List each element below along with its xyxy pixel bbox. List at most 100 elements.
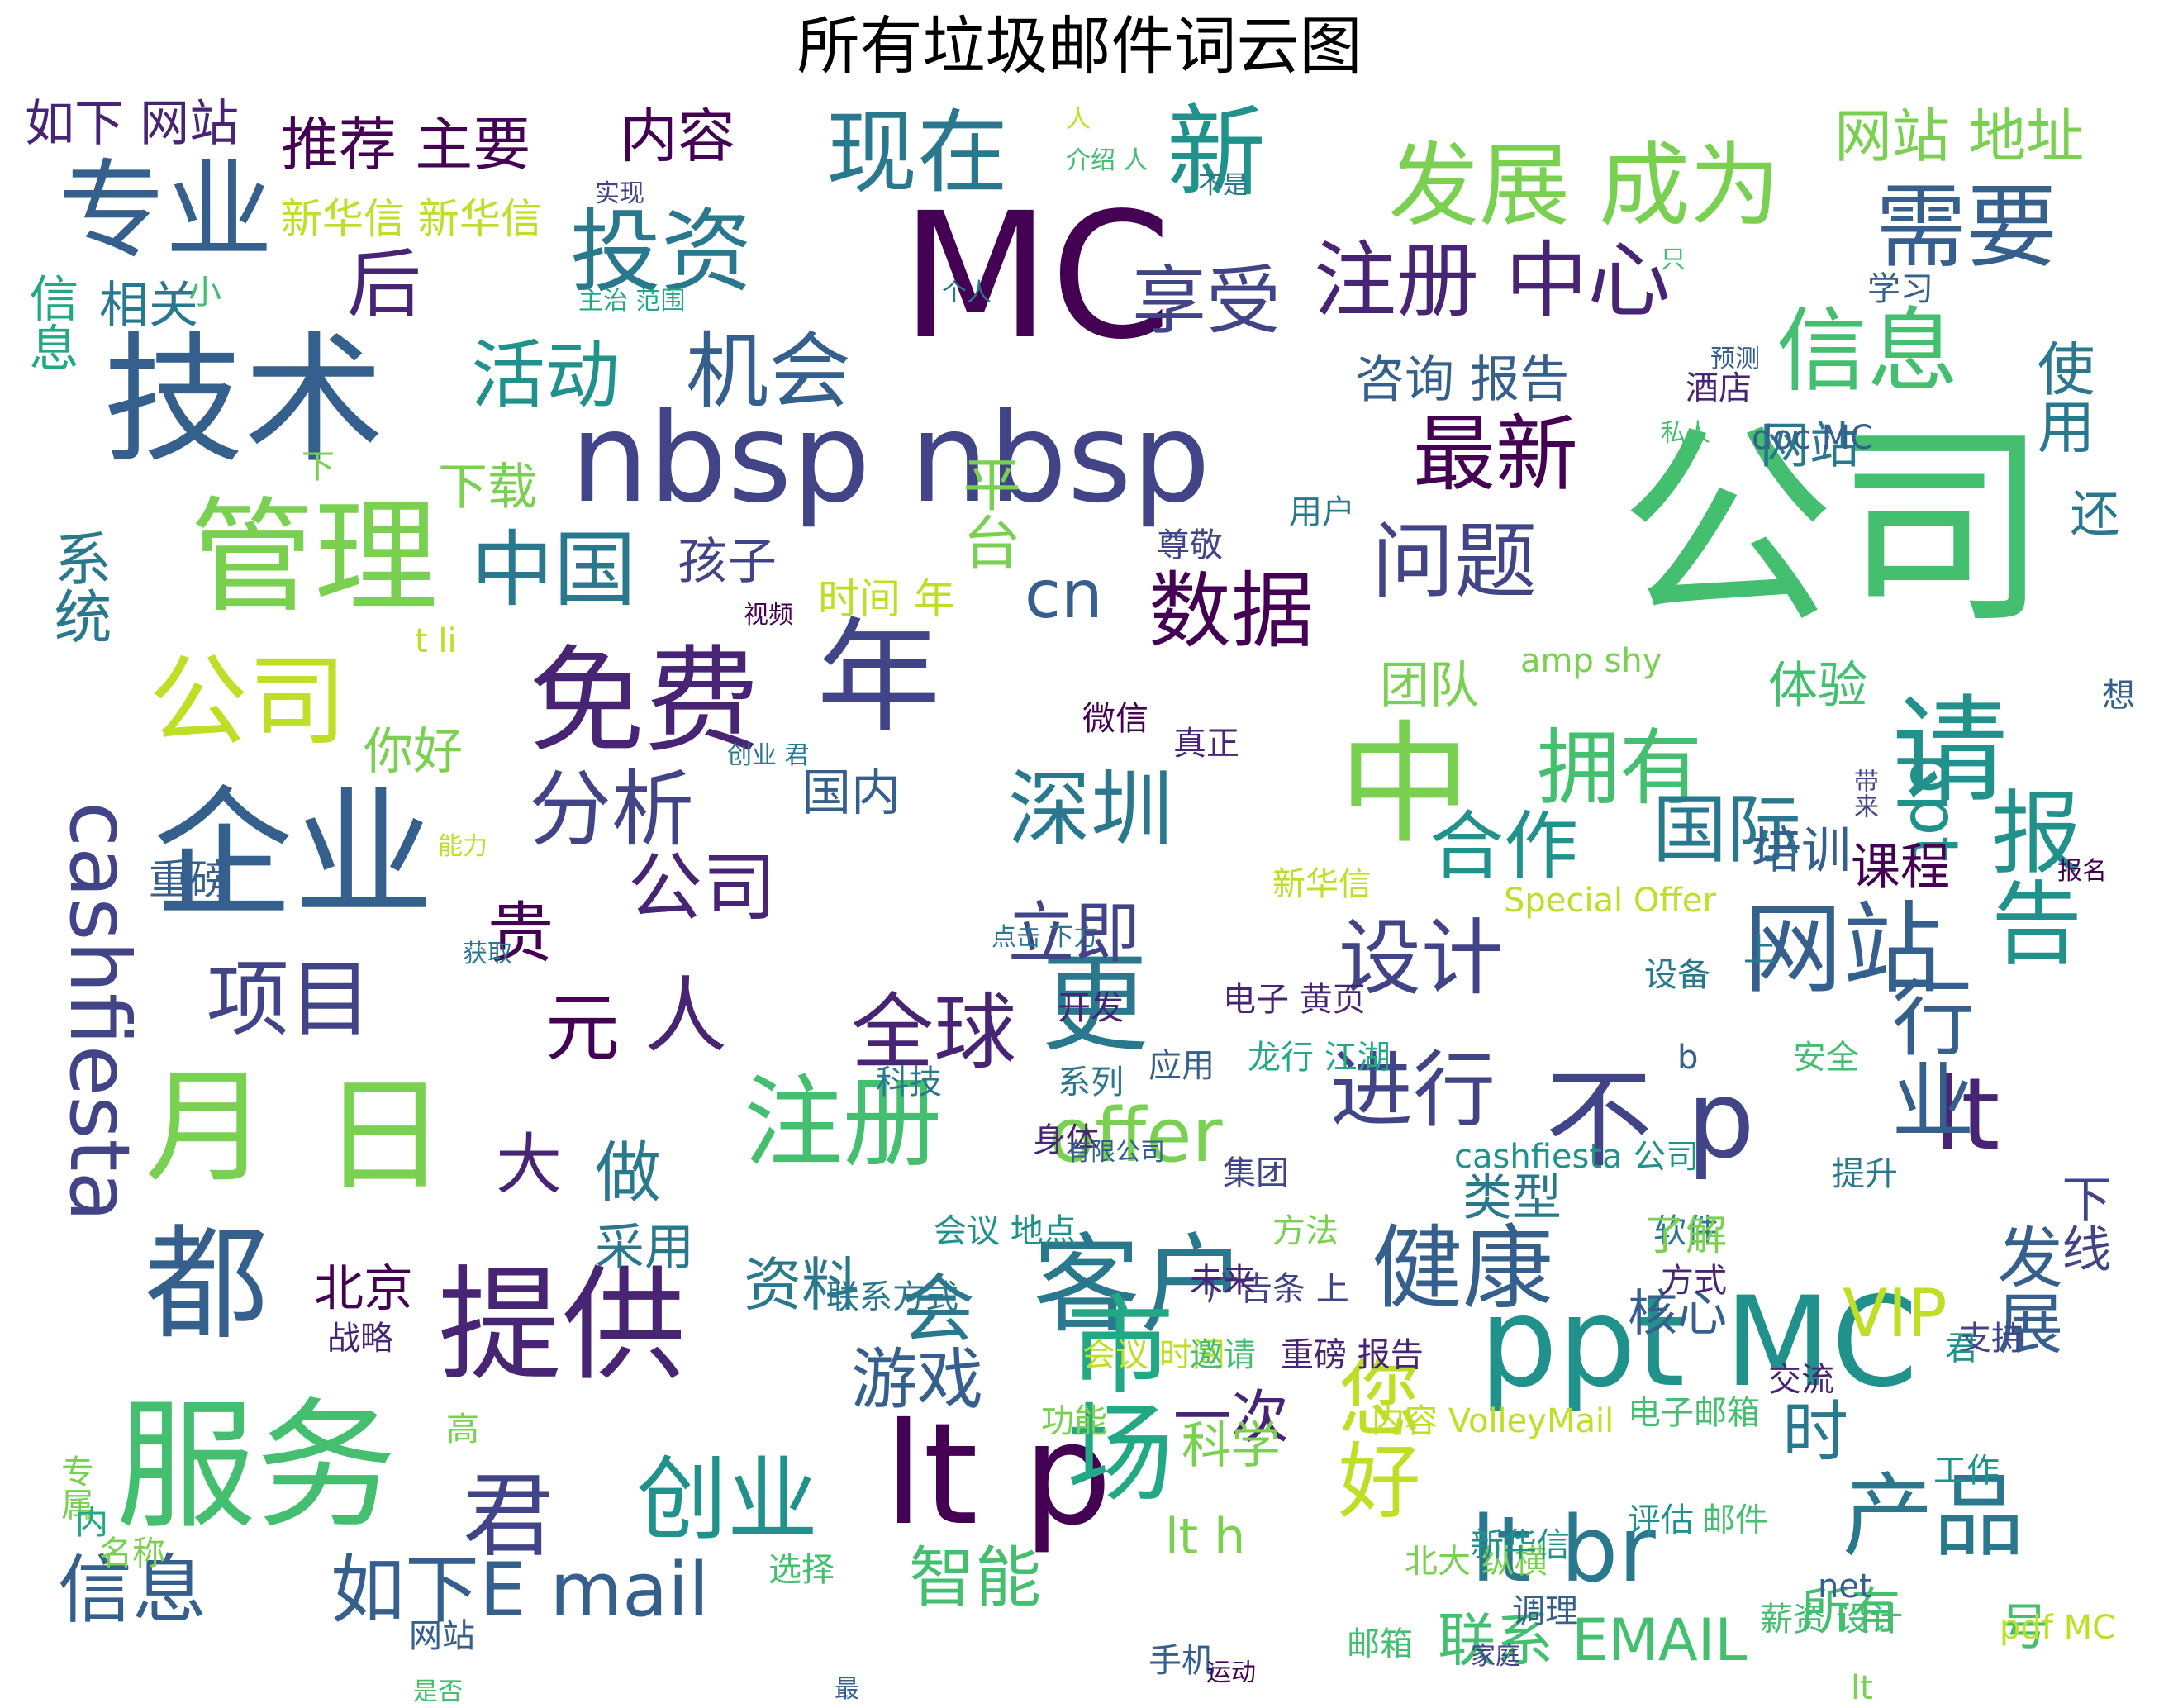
word-90: 国内 bbox=[801, 764, 901, 822]
word-174: 带来 bbox=[1849, 768, 1878, 818]
word-91: 培训 bbox=[1752, 822, 1851, 880]
word-152: 介绍 人 bbox=[1066, 146, 1148, 175]
word-61: 公司 bbox=[628, 844, 777, 931]
word-167: 手机 bbox=[1148, 1642, 1215, 1680]
word-139: Special Offer bbox=[1504, 882, 1716, 920]
word-170: 联系方式 bbox=[826, 1278, 958, 1316]
word-186: 获取 bbox=[463, 940, 512, 968]
word-9: 年 bbox=[796, 611, 939, 735]
word-36: lt br bbox=[1471, 1496, 1656, 1602]
word-58: 活动 bbox=[471, 332, 620, 419]
word-119: 软件 bbox=[1653, 1212, 1719, 1250]
word-179: 评估 bbox=[1628, 1501, 1694, 1539]
word-7: 提供 bbox=[438, 1254, 687, 1398]
word-195: 下 bbox=[302, 448, 335, 486]
word-189: 最 bbox=[835, 1675, 859, 1704]
word-111: amp shy bbox=[1520, 642, 1662, 680]
word-118: 战略 bbox=[327, 1320, 393, 1358]
word-25: 产品 bbox=[1843, 1463, 2024, 1569]
word-94: 你好 bbox=[364, 723, 463, 781]
word-176: 家庭 bbox=[1471, 1642, 1520, 1671]
word-100: 还 bbox=[2062, 488, 2119, 537]
word-123: 重磅 报告 bbox=[1281, 1336, 1424, 1374]
word-28: 新 bbox=[1149, 99, 1264, 198]
word-104: 科学 bbox=[1182, 1417, 1281, 1475]
word-74: 时 bbox=[1771, 1396, 1848, 1463]
word-46: 中国 bbox=[471, 521, 636, 618]
word-149: 私人 bbox=[1661, 419, 1710, 448]
word-54: 享受 bbox=[1132, 258, 1281, 345]
word-cloud: 公司 MC 技术 企业 nbsp nbsp 服务 都 提供 lt p 年日 中月 ppt MC 管理 免费… bbox=[0, 91, 2159, 1708]
word-183: 重磅 bbox=[149, 856, 231, 904]
word-105: lt h bbox=[1165, 1508, 1246, 1566]
word-40: 君 bbox=[463, 1463, 554, 1569]
word-0: 公司 bbox=[1619, 404, 2049, 654]
word-97: 团队 bbox=[1380, 657, 1479, 715]
word-151: 学习 bbox=[1867, 270, 1933, 308]
word-27: 更 bbox=[1041, 941, 1149, 1067]
word-75: 发展 bbox=[1986, 1223, 2063, 1355]
word-146: 真正 bbox=[1173, 725, 1239, 763]
word-63: 如下E mail bbox=[331, 1547, 710, 1634]
word-188: 报名 bbox=[2057, 857, 2107, 886]
word-70: ppt bbox=[1895, 752, 1972, 862]
word-115: 微信 bbox=[1082, 700, 1148, 738]
word-129: 想 bbox=[2096, 678, 2134, 711]
word-10: 日 bbox=[322, 1064, 447, 1208]
word-187: 运动 bbox=[1206, 1658, 1256, 1687]
word-47: 分析 bbox=[529, 761, 694, 858]
word-96: 课程 bbox=[1851, 839, 1950, 897]
word-14: 管理 bbox=[190, 486, 439, 630]
word-53: 问题 bbox=[1372, 513, 1537, 610]
word-125: 交流 bbox=[1768, 1361, 1834, 1399]
word-164: 功能 bbox=[1041, 1402, 1107, 1440]
word-67: 做 bbox=[595, 1135, 661, 1211]
word-34: 需要 bbox=[1876, 174, 2057, 280]
word-153: 人 bbox=[1066, 105, 1091, 134]
word-80: 平台 bbox=[953, 454, 1021, 570]
word-161: 能力 bbox=[438, 832, 487, 861]
word-33: cashfiesta bbox=[51, 802, 148, 1222]
word-163: 应用 bbox=[1148, 1047, 1215, 1085]
word-37: 拥有 bbox=[1537, 720, 1702, 816]
word-181: net bbox=[1818, 1568, 1872, 1606]
word-57: offer bbox=[1049, 1092, 1223, 1179]
word-76: 联系 EMAIL bbox=[1438, 1606, 1748, 1674]
word-83: 一次 bbox=[1173, 1383, 1289, 1451]
word-162: 安全 bbox=[1793, 1039, 1859, 1077]
word-101: 号 bbox=[2000, 1599, 2049, 1657]
word-156: 只 bbox=[1661, 245, 1686, 274]
word-110: 时间 年 bbox=[818, 575, 955, 623]
word-158: 个人 bbox=[942, 278, 992, 307]
chart-title: 所有垃圾邮件词云图 bbox=[797, 9, 1362, 83]
word-109: 新华信 新华信 bbox=[281, 195, 542, 243]
word-185: 点击 下方 bbox=[992, 923, 1099, 952]
word-136: 邮件 bbox=[1702, 1501, 1768, 1539]
word-169: 科技 bbox=[876, 1063, 942, 1101]
word-147: 用户 bbox=[1289, 493, 1355, 531]
word-85: 核心 bbox=[1628, 1285, 1727, 1343]
word-55: 合作 bbox=[1429, 803, 1578, 890]
word-150: 预测 bbox=[1710, 345, 1760, 373]
word-177: 选择 bbox=[768, 1551, 835, 1589]
word-78: 推荐 主要 bbox=[281, 111, 531, 178]
word-60: 人 bbox=[644, 968, 727, 1064]
word-64: 会 bbox=[901, 1266, 975, 1353]
word-72: 立即 bbox=[1008, 895, 1140, 972]
word-175: 邀请 bbox=[1190, 1336, 1256, 1374]
word-8: lt p bbox=[884, 1393, 1112, 1557]
word-20: 专业 bbox=[58, 148, 273, 274]
word-113: 酒店 bbox=[1686, 369, 1752, 407]
word-17: 请 bbox=[1892, 684, 2009, 819]
word-192: 君 bbox=[1945, 1330, 1978, 1368]
word-116: 电子 黄页 bbox=[1223, 981, 1366, 1019]
word-159: 视频 bbox=[744, 601, 793, 630]
word-6: 都 bbox=[145, 1213, 269, 1357]
word-98: 采用 bbox=[595, 1219, 694, 1277]
word-140: cashfiesta 公司 bbox=[1454, 1138, 1700, 1176]
word-18: 客户 bbox=[1033, 1222, 1248, 1348]
word-89: 孩子 bbox=[678, 533, 777, 591]
word-148: 开发 bbox=[1058, 989, 1124, 1027]
word-24: 网站 bbox=[1743, 892, 1942, 1007]
word-106: 如下 网站 bbox=[25, 95, 240, 153]
